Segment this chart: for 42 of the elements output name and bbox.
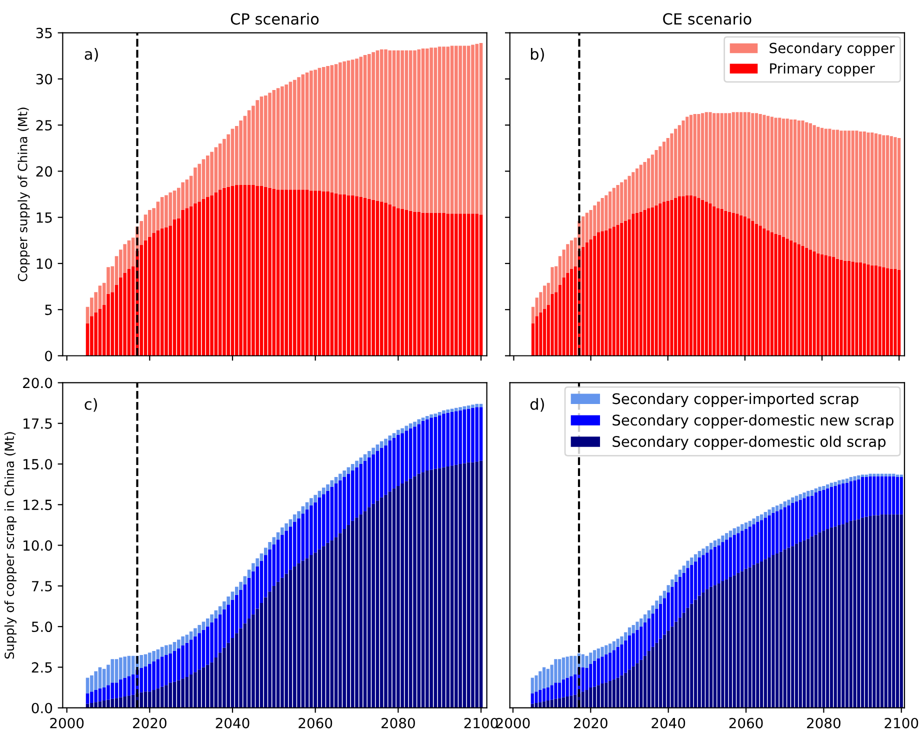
- annotation: b): [530, 48, 544, 62]
- y-tick-label: 20.0: [23, 378, 52, 388]
- y-tick-label: 35: [36, 28, 52, 38]
- y-tick-label: 2.5: [32, 662, 52, 673]
- x-tick-label: 2020: [133, 718, 166, 728]
- x-tick-label: 2040: [216, 718, 250, 728]
- y-tick-label: 25: [36, 120, 52, 131]
- y-tick-label: 0: [45, 350, 52, 362]
- y-tick-label: 10.0: [24, 540, 52, 551]
- y-tick-label: 15.0: [24, 458, 52, 470]
- x-tick-label: 2080: [807, 718, 840, 728]
- x-tick-label: 2040: [652, 718, 686, 728]
- legend-label: Primary copper: [770, 62, 875, 76]
- x-tick-label: 2080: [382, 718, 415, 728]
- x-tick-label: 2000: [496, 718, 530, 728]
- chart-title: CP scenario: [230, 12, 319, 25]
- y-tick-label: 0.0: [32, 702, 52, 714]
- y-tick-label: 10: [36, 258, 52, 269]
- x-tick-label: 2060: [729, 718, 763, 728]
- legend-label: Secondary copper-domestic old scrap: [612, 436, 886, 450]
- y-tick-label: 5: [45, 304, 52, 316]
- y-tick-label: 7.5: [32, 581, 52, 592]
- x-tick-label: 2100: [464, 718, 498, 728]
- x-tick-label: 2060: [298, 718, 332, 728]
- chart-title: CE scenario: [663, 12, 752, 25]
- annotation: d): [530, 398, 544, 412]
- y-tick-label: 20: [36, 166, 52, 177]
- annotation: c): [84, 398, 97, 412]
- y-axis-title: Copper supply of China (Mt): [18, 108, 30, 282]
- legend-label: Secondary copper-domestic new scrap: [612, 414, 894, 428]
- y-axis-title: Supply of copper scrap in China (Mt): [4, 432, 16, 659]
- y-tick-label: 5.0: [32, 622, 52, 632]
- y-tick-label: 30: [36, 74, 52, 84]
- x-tick-label: 2020: [574, 718, 608, 728]
- y-tick-label: 17.5: [24, 418, 52, 429]
- y-tick-label: 15: [36, 212, 52, 223]
- annotation: a): [84, 48, 98, 62]
- x-tick-label: 2100: [884, 718, 918, 728]
- y-tick-label: 12.5: [24, 500, 52, 510]
- legend-label: Secondary copper: [770, 42, 895, 56]
- x-tick-label: 2000: [50, 718, 84, 728]
- legend-label: Secondary copper-imported scrap: [612, 392, 858, 408]
